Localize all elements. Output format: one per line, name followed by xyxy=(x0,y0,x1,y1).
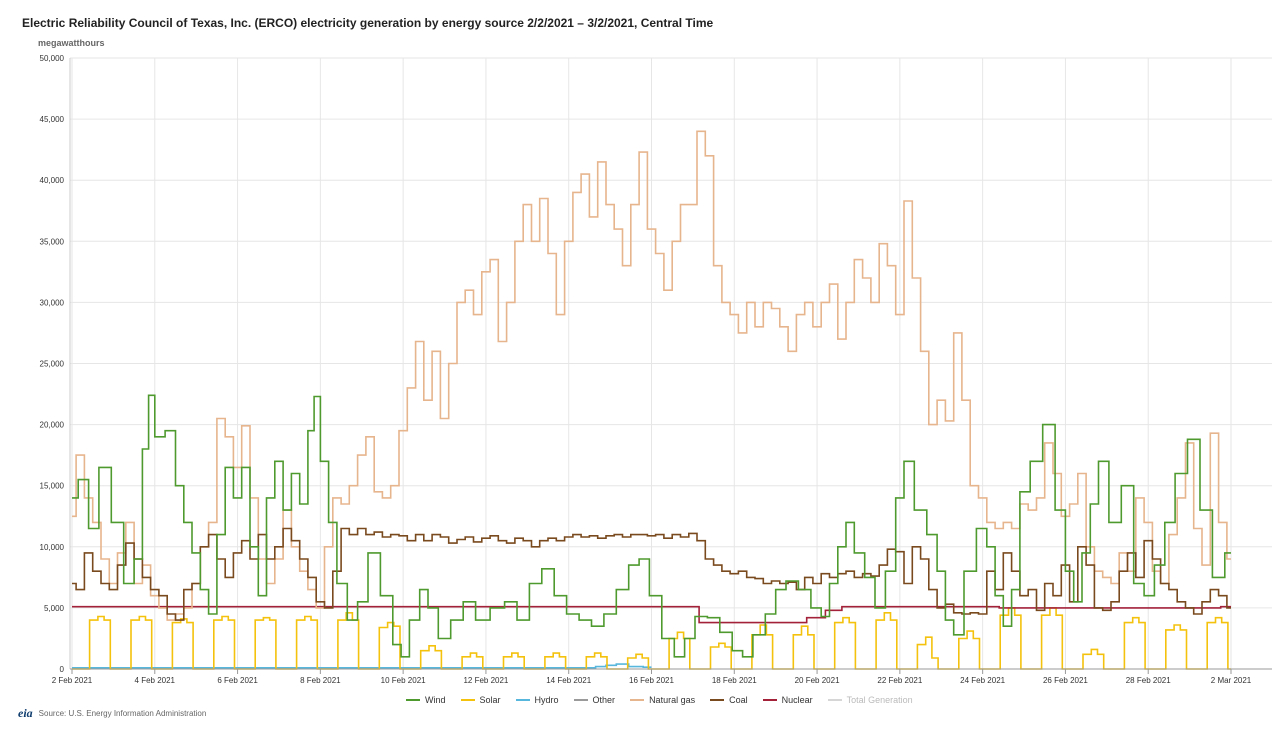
legend-label: Natural gas xyxy=(649,695,696,705)
series-line-hydro xyxy=(72,663,652,669)
x-tick-label: 24 Feb 2021 xyxy=(960,676,1005,685)
x-tick-label: 26 Feb 2021 xyxy=(1043,676,1088,685)
legend-swatch xyxy=(827,699,842,701)
eia-logo: eia xyxy=(18,706,33,720)
y-tick-label: 25,000 xyxy=(40,360,65,369)
legend-swatch xyxy=(515,699,530,701)
y-tick-label: 45,000 xyxy=(40,115,65,124)
legend-swatch xyxy=(573,699,588,701)
legend-swatch xyxy=(460,699,475,701)
legend-label: Total Generation xyxy=(846,695,913,705)
grid-layer xyxy=(70,57,1272,670)
x-tick-label: 12 Feb 2021 xyxy=(463,676,508,685)
legend-item-total-generation[interactable]: Total Generation xyxy=(827,695,913,705)
series-line-wind xyxy=(72,394,1231,658)
legend-swatch xyxy=(710,699,725,701)
x-tick-label: 8 Feb 2021 xyxy=(300,676,341,685)
y-tick-label: 15,000 xyxy=(40,482,65,491)
x-tick-label: 4 Feb 2021 xyxy=(135,676,176,685)
y-tick-label: 0 xyxy=(60,665,65,674)
legend-item-hydro[interactable]: Hydro xyxy=(515,695,559,705)
x-tick-label: 28 Feb 2021 xyxy=(1126,676,1171,685)
x-tick-label: 10 Feb 2021 xyxy=(381,676,426,685)
legend-item-natural-gas[interactable]: Natural gas xyxy=(630,695,695,705)
axis-layer: 0 5,000 10,000 15,000 20,000 25,000 30,000 35,0… xyxy=(40,54,1272,685)
x-tick-label: 14 Feb 2021 xyxy=(546,676,591,685)
legend-item-solar[interactable]: Solar xyxy=(460,695,501,705)
legend-swatch xyxy=(406,699,420,701)
x-tick-label: 2 Feb 2021 xyxy=(52,676,93,685)
series-line-nuclear xyxy=(72,605,1231,624)
legend-label: Wind xyxy=(425,695,446,705)
legend-swatch xyxy=(762,699,777,701)
legend-item-nuclear[interactable]: Nuclear xyxy=(762,695,813,705)
legend-label: Coal xyxy=(729,695,748,705)
x-tick-label: 18 Feb 2021 xyxy=(712,676,757,685)
legend-swatch xyxy=(630,699,645,701)
legend-label: Nuclear xyxy=(781,695,813,705)
legend-item-wind[interactable]: Wind xyxy=(406,695,446,705)
y-axis-unit-label: megawatthours xyxy=(38,38,105,48)
x-tick-label: 20 Feb 2021 xyxy=(795,676,840,685)
x-tick-label: 6 Feb 2021 xyxy=(217,676,258,685)
source-footer: eia Source: U.S. Energy Information Admi… xyxy=(18,706,206,721)
y-tick-label: 35,000 xyxy=(40,237,65,246)
x-tick-label: 2 Mar 2021 xyxy=(1211,676,1252,685)
y-tick-label: 50,000 xyxy=(40,54,65,63)
legend-item-coal[interactable]: Coal xyxy=(710,695,748,705)
y-tick-label: 30,000 xyxy=(40,298,65,307)
x-tick-label: 22 Feb 2021 xyxy=(877,676,922,685)
legend-label: Hydro xyxy=(534,695,559,705)
chart-title: Electric Reliability Council of Texas, I… xyxy=(22,16,714,30)
legend-item-other[interactable]: Other xyxy=(573,695,616,705)
source-text: Source: U.S. Energy Information Administ… xyxy=(38,709,207,718)
legend-label: Other xyxy=(592,695,616,705)
y-tick-label: 5,000 xyxy=(44,604,65,613)
y-tick-label: 40,000 xyxy=(40,176,65,185)
y-tick-label: 10,000 xyxy=(40,543,65,552)
chart-legend: Wind Solar Hydro Other Natural gas Coal Nuclea… xyxy=(406,695,928,705)
x-tick-label: 16 Feb 2021 xyxy=(629,676,674,685)
legend-label: Solar xyxy=(479,695,501,705)
y-tick-label: 20,000 xyxy=(40,421,65,430)
